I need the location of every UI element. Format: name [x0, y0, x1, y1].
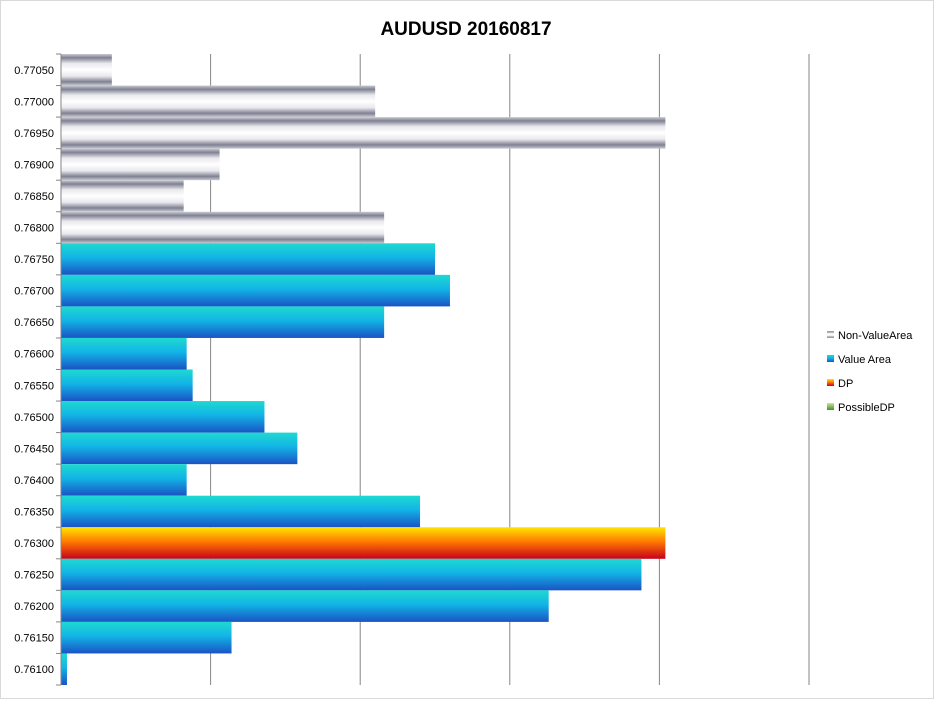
bar-value-area-0.76650 — [61, 306, 385, 338]
legend: Non-ValueArea Value Area DP PossibleDP — [827, 330, 913, 414]
bar-value-area-0.76550 — [61, 369, 193, 402]
y-tick-label: 0.76750 — [14, 254, 54, 266]
bar-value-area-0.76450 — [61, 432, 298, 465]
legend-swatch-possibledp — [827, 403, 834, 410]
bar-value-area-0.76250 — [61, 558, 642, 591]
bar-non-valuearea-0.77000 — [61, 85, 376, 118]
bar-value-area-0.76750 — [61, 243, 435, 275]
y-tick-label: 0.77050 — [14, 65, 54, 77]
y-tick-label: 0.76500 — [14, 412, 54, 424]
y-tick-label: 0.76650 — [14, 317, 54, 329]
y-tick-label: 0.76100 — [14, 664, 54, 676]
y-tick-label: 0.76550 — [14, 380, 54, 392]
legend-swatch-value-area — [827, 355, 834, 362]
legend-swatch-non-valuearea — [827, 331, 834, 338]
legend-label-possibledp: PossibleDP — [838, 402, 895, 414]
y-tick-label: 0.76250 — [14, 570, 54, 582]
bar-value-area-0.76600 — [61, 337, 187, 370]
legend-label-dp: DP — [838, 378, 853, 390]
y-tick-label: 0.76350 — [14, 506, 54, 518]
y-tick-label: 0.76850 — [14, 191, 54, 203]
y-tick-label: 0.76900 — [14, 159, 54, 171]
y-tick-label: 0.76400 — [14, 475, 54, 487]
y-tick-label: 0.76150 — [14, 633, 54, 645]
legend-swatch-dp — [827, 379, 834, 386]
bar-value-area-0.76500 — [61, 401, 265, 433]
y-axis: 0.77050 0.77000 0.76950 0.76900 0.76850 0.768… — [14, 53, 62, 686]
chart-title: AUDUSD 20160817 — [380, 19, 551, 40]
bars — [61, 54, 666, 685]
bar-value-area-0.76200 — [61, 590, 549, 622]
legend-label-non-valuearea: Non-ValueArea — [838, 330, 913, 342]
y-tick-label: 0.76450 — [14, 443, 54, 455]
bar-non-valuearea-0.76900 — [61, 148, 220, 181]
bar-dp-0.76300 — [61, 527, 666, 559]
y-tick-label: 0.76600 — [14, 349, 54, 361]
bar-value-area-0.76150 — [61, 621, 232, 654]
y-tick-label: 0.76700 — [14, 286, 54, 298]
bar-non-valuearea-0.76850 — [61, 180, 184, 212]
y-tick-label: 0.76200 — [14, 601, 54, 613]
bar-value-area-0.76400 — [61, 464, 187, 496]
y-tick-label: 0.76800 — [14, 223, 54, 235]
bar-value-area-0.76100 — [61, 653, 67, 685]
y-tick-label: 0.77000 — [14, 96, 54, 108]
bar-non-valuearea-0.77050 — [61, 54, 112, 86]
y-tick-label: 0.76950 — [14, 128, 54, 140]
legend-label-value-area: Value Area — [838, 354, 892, 366]
y-tick-label: 0.76300 — [14, 538, 54, 550]
bar-value-area-0.76700 — [61, 274, 450, 307]
bar-non-valuearea-0.76950 — [61, 117, 666, 149]
bar-non-valuearea-0.76800 — [61, 211, 385, 244]
bar-value-area-0.76350 — [61, 495, 421, 528]
